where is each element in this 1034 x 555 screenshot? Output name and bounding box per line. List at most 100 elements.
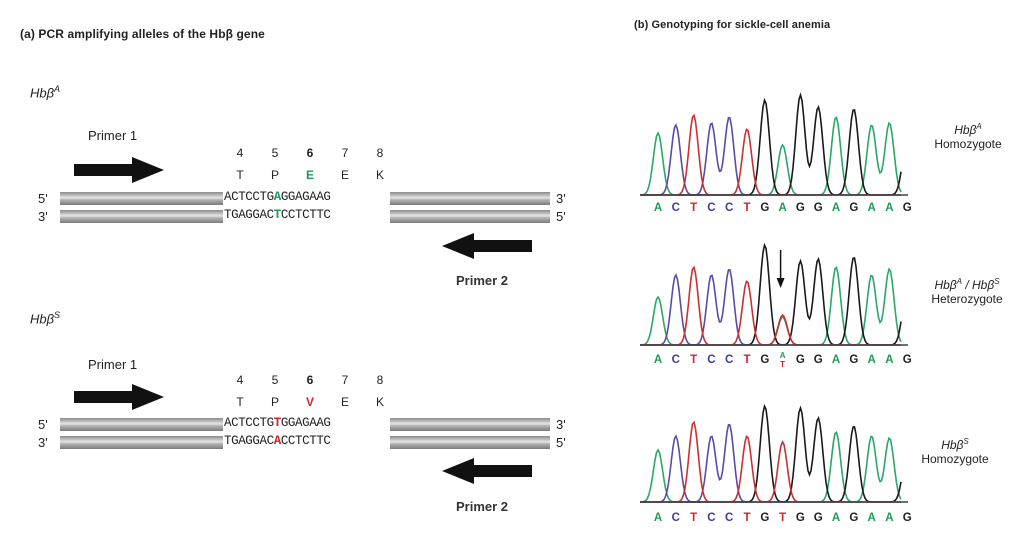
allele-a-bottom-3prime: 3' [38,209,48,224]
chromatogram-1-base-call: A [832,202,840,214]
chromatogram-2-base-call: C [707,354,715,366]
chromatogram-2-base-call: A [780,351,786,360]
allele-s-amino-acids: T P V E K [229,395,391,409]
chromatogram-3-base-call: T [779,512,786,524]
allele-s-primer1-label: Primer 1 [88,357,138,372]
chromatogram-1-base-call: G [760,202,769,214]
allele-a-label: HbβA [30,84,61,101]
allele-a-primer2-arrow-icon [442,233,532,259]
amino-acid: E [340,395,349,409]
allele-s-primer2-label: Primer 2 [456,499,509,514]
allele-s-bottom-strand-right [390,436,550,449]
amino-acid: T [236,395,244,409]
chromatogram-2-base-call: G [796,354,805,366]
chromatogram-2-base-call: C [672,354,680,366]
allele-s-codon-numbers: 4 5 6 7 8 [229,373,391,387]
chromatogram-2-base-call: C [725,354,733,366]
allele-s-top-strand-left [60,418,223,431]
amino-acid: P [270,395,279,409]
chromatogram-3-genotype: HbβS Homozygote [921,437,989,466]
chromatogram-2-base-call: A [885,354,893,366]
allele-a-primer1-label: Primer 1 [88,128,138,143]
chromatogram-1-genotype: HbβA Homozygote [934,122,1002,151]
chromatogram-3-base-call: G [814,512,823,524]
amino-acid: E [340,168,349,182]
chromatogram-1-base-call: T [690,202,697,214]
chromatogram-1-base-call: C [725,202,733,214]
allele-a-primer1-arrow-icon [74,157,164,183]
allele-s-primer1-arrow-icon [74,384,164,410]
chromatogram-3-base-call: A [885,512,893,524]
chromatogram-1-base-call: C [672,202,680,214]
chromatogram-2-base-call: G [760,354,769,366]
chromatogram-2-base-call: T [743,354,750,366]
chromatogram-1-base-call: T [743,202,750,214]
allele-s-primer2-arrow-icon [442,458,532,484]
allele-a-codon-numbers: 4 5 6 7 8 [229,146,391,160]
codon-number: 7 [341,373,349,387]
allele-a-bottom-5prime: 5' [556,209,566,224]
chromatogram-3-base-call: G [849,512,858,524]
codon-number: 4 [236,373,244,387]
chromatogram-1-base-call: G [814,202,823,214]
allele-s-top-sequence: ACTCCTGTGGAGAAG [224,416,331,430]
codon-number: 5 [271,373,279,387]
chromatogram-3-base-call: G [760,512,769,524]
chromatogram-2-base-call: T [690,354,697,366]
amino-acid: P [270,168,279,182]
chromatogram-3-base-call: C [672,512,680,524]
allele-a-top-sequence: ACTCCTGAGGAGAAG [224,190,331,204]
chromatogram-3-base-call: C [725,512,733,524]
chromatogram-2-base-call: A [832,354,840,366]
chromatogram-3-base-call: A [654,512,662,524]
allele-a-top-strand-left [60,192,223,205]
chromatogram-1-base-call: A [867,202,875,214]
chromatogram-2-base-call: G [849,354,858,366]
chromatogram-2-base-call: T [780,360,785,369]
allele-s-bottom-strand-left [60,436,223,449]
heterozygote-arrow-head-icon [776,278,785,288]
allele-a-amino-acids: T P E E K [229,168,391,182]
chromatogram-2-genotype: HbβA / HbβS Heterozygote [931,277,1003,306]
chromatogram-3-trace-A [640,430,902,503]
codon-number: 5 [271,146,279,160]
panel-a-title: (a) PCR amplifying alleles of the Hbβ ge… [20,27,265,41]
chromatogram-1-base-call: A [654,202,662,214]
codon-number: 7 [341,146,349,160]
allele-s-bottom-sequence: TGAGGACACCTCTTC [224,434,331,448]
codon-number: 4 [236,146,244,160]
allele-a-top-3prime: 3' [556,191,566,206]
allele-a-top-strand-right [390,192,550,205]
amino-acid-mutated: E [305,168,314,182]
chromatogram-3-base-call: A [867,512,875,524]
codon-number: 8 [376,146,384,160]
chromatogram-2-base-call: A [867,354,875,366]
allele-s-bottom-5prime: 5' [556,435,566,450]
allele-s-bottom-3prime: 3' [38,435,48,450]
allele-s-label: HbβS [30,310,61,327]
chromatogram-3-base-call: G [796,512,805,524]
chromatogram-3-base-call: G [903,512,912,524]
chromatogram-1-base-call: G [796,202,805,214]
amino-acid-mutated: V [305,395,314,409]
chromatogram-3-base-call: C [707,512,715,524]
allele-a-bottom-strand-right [390,210,550,223]
panel-b-title: (b) Genotyping for sickle-cell anemia [634,19,831,31]
amino-acid: T [236,168,244,182]
chromatogram-2-base-call: G [903,354,912,366]
allele-s-top-5prime: 5' [38,417,48,432]
chromatogram-2-base-call: A [654,354,662,366]
chromatogram-2-base-call: G [814,354,823,366]
allele-s-top-strand-right [390,418,550,431]
allele-a-bottom-strand-left [60,210,223,223]
chromatogram-3-base-call: T [743,512,750,524]
chromatogram-1-base-call: C [707,202,715,214]
codon-number: 6 [306,146,314,160]
chromatogram-panel: A C T C C T G A G G A G A A GA C T C C T G AT G G A G A A GA C T C C T G T G… [640,92,912,524]
codon-number: 6 [306,373,314,387]
codon-number: 8 [376,373,384,387]
chromatogram-1-base-call: G [903,202,912,214]
allele-a-top-5prime: 5' [38,191,48,206]
amino-acid: K [375,168,384,182]
amino-acid: K [375,395,384,409]
